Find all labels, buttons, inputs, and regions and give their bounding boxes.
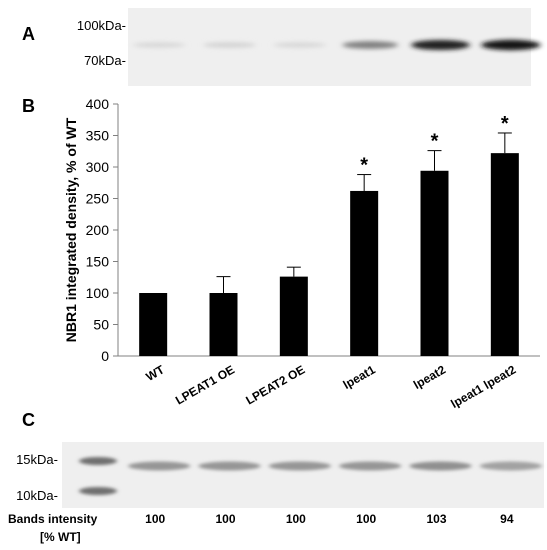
y-tick-label: 300 [86,159,110,175]
panel-a-label: A [22,24,35,44]
blot-c-bands [128,461,542,471]
ladder-band-10kda [79,487,117,495]
band-intensity-value: 100 [356,512,376,526]
y-tick-label: 200 [86,222,110,238]
bands-intensity-label: Bands intensity [8,512,98,526]
y-tick-label: 350 [86,128,110,144]
blot-a-band [481,39,541,51]
marker-15kda: 15kDa- [16,452,58,467]
blot-a-band [132,42,186,48]
blot-c-band [339,461,402,471]
bar [350,190,379,356]
x-tick-label: lpeat2 [411,362,448,392]
marker-100kda: 100kDa- [77,18,126,33]
y-axis-label: NBR1 integrated density, % of WT [63,117,79,342]
ladder-band-15kda [79,457,117,465]
blot-c-membrane [62,442,544,508]
band-intensity-value: 94 [500,512,514,526]
bar [209,293,238,356]
y-tick-label: 50 [93,317,109,333]
marker-10kda: 10kDa- [16,488,58,503]
blot-a-band [411,39,470,51]
blot-a-membrane [128,8,531,86]
significance-star: * [360,155,368,177]
band-intensity-values: 100 100 100 100 103 94 [145,512,514,526]
bar [420,170,449,356]
y-axis-ticks: 0 50 100 150 200 250 300 350 400 [86,96,118,364]
bar [139,293,168,356]
bar [279,276,308,356]
x-tick-label: lpeat1 lpeat2 [448,362,518,411]
bars: * * * [139,113,519,356]
blot-a-band [203,42,256,48]
x-tick-label: LPEAT2 OE [243,362,307,407]
y-tick-label: 0 [101,348,109,364]
x-tick-label: WT [144,362,168,384]
y-tick-label: 400 [86,96,110,112]
band-intensity-value: 100 [215,512,235,526]
blot-a-band [342,41,398,49]
blot-c-band [479,461,542,471]
bands-intensity-unit: [% WT] [40,530,81,544]
band-intensity-value: 103 [426,512,446,526]
blot-a-bands [132,39,541,51]
bar [490,153,519,356]
x-tick-label: lpeat1 [341,362,378,392]
panel-c-label: C [22,410,35,430]
band-intensity-value: 100 [286,512,306,526]
blot-c-band [268,461,331,471]
significance-star: * [431,131,439,153]
y-tick-label: 250 [86,191,110,207]
x-axis-labels: WT LPEAT1 OE LPEAT2 OE lpeat1 lpeat2 lpeat1 l… [144,362,519,411]
y-tick-label: 150 [86,254,110,270]
band-intensity-value: 100 [145,512,165,526]
blot-c-band [198,461,261,471]
significance-star: * [501,113,509,135]
blot-c-band [128,461,191,471]
x-tick-label: LPEAT1 OE [173,362,237,407]
panel-b-label: B [22,96,35,116]
blot-a-band [273,42,327,48]
blot-c-band [409,461,472,471]
marker-70kda: 70kDa- [84,53,126,68]
y-tick-label: 100 [86,285,110,301]
